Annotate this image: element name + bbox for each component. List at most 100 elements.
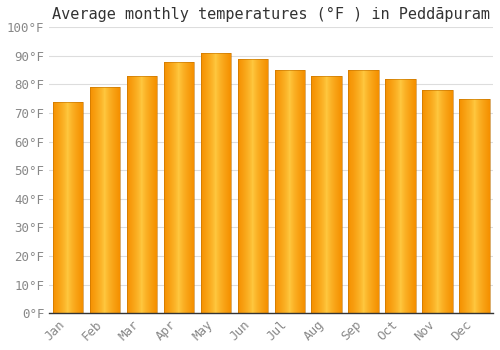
Bar [487,99,488,313]
Bar [468,99,469,313]
Bar [140,76,141,313]
Bar [359,70,360,313]
Bar [132,76,133,313]
Bar [137,76,138,313]
Bar [251,59,252,313]
Bar [216,53,217,313]
Bar [341,76,342,313]
Bar [262,59,263,313]
Bar [408,79,409,313]
Bar [288,70,289,313]
Bar [180,62,181,313]
Bar [127,76,128,313]
Bar [82,102,83,313]
Bar [220,53,221,313]
Bar [348,70,379,313]
Bar [358,70,359,313]
Bar [422,90,423,313]
Bar [368,70,369,313]
Bar [464,99,465,313]
Bar [81,102,82,313]
Bar [246,59,247,313]
Bar [57,102,58,313]
Bar [247,59,248,313]
Bar [482,99,483,313]
Bar [304,70,305,313]
Bar [263,59,264,313]
Bar [348,70,349,313]
Bar [333,76,334,313]
Bar [78,102,79,313]
Bar [476,99,477,313]
Bar [373,70,374,313]
Bar [334,76,335,313]
Bar [108,87,109,313]
Bar [340,76,341,313]
Bar [440,90,441,313]
Bar [193,62,194,313]
Bar [129,76,130,313]
Bar [486,99,487,313]
Bar [204,53,205,313]
Bar [260,59,261,313]
Bar [392,79,393,313]
Bar [360,70,361,313]
Bar [256,59,257,313]
Bar [274,70,305,313]
Bar [223,53,224,313]
Bar [68,102,69,313]
Bar [435,90,436,313]
Bar [238,59,268,313]
Bar [116,87,117,313]
Bar [104,87,105,313]
Bar [320,76,321,313]
Bar [437,90,438,313]
Bar [411,79,412,313]
Bar [100,87,101,313]
Bar [312,76,342,313]
Bar [280,70,281,313]
Bar [367,70,368,313]
Bar [362,70,363,313]
Bar [312,76,313,313]
Bar [98,87,99,313]
Bar [329,76,330,313]
Bar [172,62,173,313]
Bar [275,70,276,313]
Bar [296,70,298,313]
Bar [477,99,478,313]
Bar [242,59,243,313]
Bar [322,76,323,313]
Bar [91,87,92,313]
Bar [484,99,485,313]
Bar [405,79,406,313]
Bar [336,76,337,313]
Bar [426,90,427,313]
Bar [276,70,277,313]
Bar [176,62,177,313]
Bar [395,79,396,313]
Bar [105,87,106,313]
Bar [438,90,439,313]
Bar [463,99,464,313]
Bar [52,102,83,313]
Bar [239,59,240,313]
Bar [182,62,183,313]
Bar [264,59,265,313]
Bar [481,99,482,313]
Bar [208,53,209,313]
Bar [110,87,111,313]
Bar [254,59,255,313]
Bar [126,76,127,313]
Bar [399,79,400,313]
Bar [286,70,287,313]
Bar [90,87,91,313]
Bar [413,79,414,313]
Bar [149,76,150,313]
Bar [201,53,202,313]
Bar [131,76,132,313]
Bar [80,102,81,313]
Bar [135,76,136,313]
Bar [72,102,73,313]
Bar [133,76,134,313]
